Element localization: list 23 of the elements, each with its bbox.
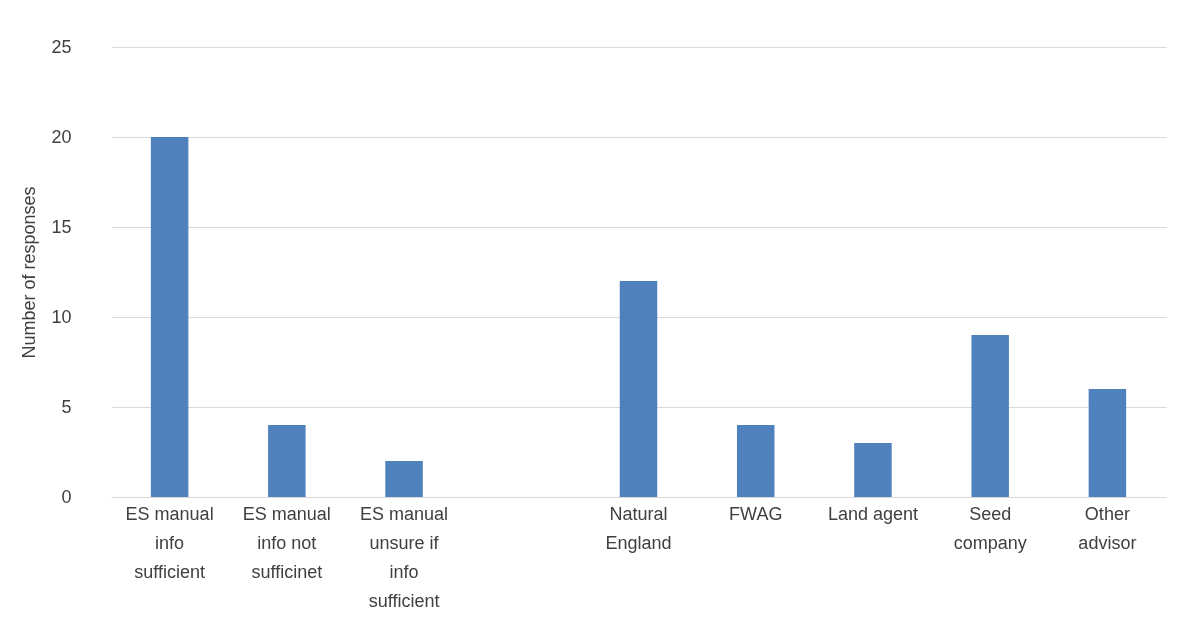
y-tick-label: 10 [51, 306, 72, 327]
x-tick-label: Other advisor [1078, 503, 1137, 553]
y-tick-label: 25 [51, 36, 72, 57]
x-tick-label: ES manual unsure if info sufficient [360, 503, 449, 611]
bar [854, 443, 892, 497]
bar [150, 137, 189, 497]
x-tick-label: Natural England [605, 503, 672, 553]
y-tick-label: 20 [51, 126, 72, 147]
x-tick-label: ES manual info sufficient [125, 503, 214, 582]
y-axis-title: Number of responses [19, 186, 40, 359]
y-tick-label: 15 [51, 216, 72, 237]
x-tick-label: Land agent [827, 503, 918, 524]
x-tick-label: ES manual info not sufficinet [242, 503, 331, 582]
bar [736, 425, 775, 497]
y-tick-label: 0 [61, 486, 72, 507]
bar [268, 425, 306, 497]
x-tick-label: Seed company [953, 503, 1027, 553]
x-tick-label: FWAG [729, 503, 783, 524]
y-tick-label: 5 [61, 396, 72, 417]
bar [1088, 389, 1127, 497]
bar [385, 461, 423, 497]
bar [619, 281, 658, 497]
bar [971, 335, 1009, 497]
